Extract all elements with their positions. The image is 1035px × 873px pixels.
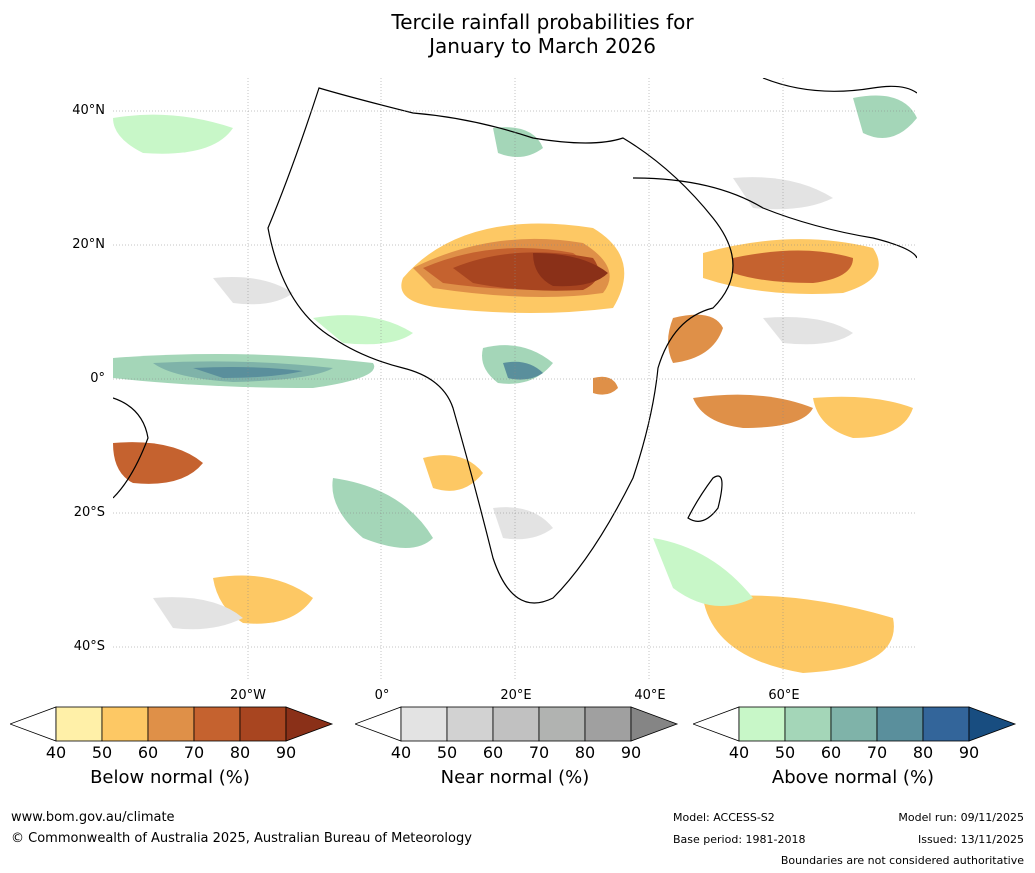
near-swatch-3 (492, 706, 540, 742)
lon-label-40e: 40°E (634, 688, 666, 703)
issued-date: Issued: 13/11/2025 (917, 833, 1024, 846)
above-tick-90: 90 (958, 743, 980, 762)
above-normal-caption: Above normal (%) (771, 767, 935, 788)
below-tick-50: 50 (91, 743, 113, 762)
near-normal-colorbar (355, 706, 679, 742)
above-swatch-3 (830, 706, 878, 742)
base-period: Base period: 1981-2018 (673, 833, 806, 846)
below-tick-60: 60 (137, 743, 159, 762)
above-swatch-1 (738, 706, 786, 742)
lat-label-40n: 40°N (72, 103, 105, 118)
lat-label-40s: 40°S (73, 639, 105, 654)
lon-label-20e: 20°E (500, 688, 532, 703)
lon-label-0: 0° (374, 688, 390, 703)
title-line-2: January to March 2026 (429, 34, 656, 58)
near-tick-70: 70 (528, 743, 550, 762)
below-tick-70: 70 (183, 743, 205, 762)
near-swatch-5 (584, 706, 632, 742)
below-swatch-6 (285, 706, 334, 742)
title-line-1: Tercile rainfall probabilities for (391, 10, 694, 34)
lat-label-20s: 20°S (73, 505, 105, 520)
lon-label-20w: 20°W (230, 688, 266, 703)
above-tick-50: 50 (774, 743, 796, 762)
near-swatch-2 (446, 706, 494, 742)
below-normal-colorbar (10, 706, 334, 742)
above-normal-areas (113, 95, 917, 606)
near-swatch-4 (538, 706, 586, 742)
below-swatch-4 (193, 706, 241, 742)
lon-label-60e: 60°E (768, 688, 800, 703)
model-run: Model run: 09/11/2025 (898, 811, 1024, 824)
near-tick-50: 50 (436, 743, 458, 762)
website-link[interactable]: www.bom.gov.au/climate (11, 810, 175, 825)
below-tick-90: 90 (275, 743, 297, 762)
near-normal-caption: Near normal (%) (440, 767, 590, 788)
above-tick-40: 40 (728, 743, 750, 762)
below-swatch-1 (55, 706, 103, 742)
near-tick-80: 80 (574, 743, 596, 762)
above-swatch-4 (876, 706, 924, 742)
above-tick-80: 80 (912, 743, 934, 762)
below-swatch-5 (239, 706, 287, 742)
near-tick-40: 40 (390, 743, 412, 762)
near-swatch-6 (630, 706, 679, 742)
above-tick-70: 70 (866, 743, 888, 762)
model-name: Model: ACCESS-S2 (673, 811, 775, 824)
below-normal-areas (113, 223, 913, 673)
near-tick-90: 90 (620, 743, 642, 762)
lat-label-0: 0° (90, 371, 105, 386)
lat-label-20n: 20°N (72, 237, 105, 252)
rainfall-map (113, 78, 917, 681)
below-normal-caption: Below normal (%) (90, 767, 250, 788)
chart-title: Tercile rainfall probabilities for Janua… (0, 10, 1035, 58)
below-tick-40: 40 (45, 743, 67, 762)
near-tick-60: 60 (482, 743, 504, 762)
below-swatch-2 (101, 706, 149, 742)
above-swatch-6 (968, 706, 1017, 742)
copyright-notice: © Commonwealth of Australia 2025, Austra… (11, 831, 472, 846)
gridlines (113, 78, 917, 681)
above-tick-60: 60 (820, 743, 842, 762)
above-normal-colorbar (693, 706, 1017, 742)
below-swatch-3 (147, 706, 195, 742)
near-normal-areas (153, 177, 853, 630)
above-swatch-2 (784, 706, 832, 742)
boundaries-disclaimer: Boundaries are not considered authoritat… (780, 854, 1024, 867)
near-swatch-1 (400, 706, 448, 742)
below-tick-80: 80 (229, 743, 251, 762)
above-swatch-5 (922, 706, 970, 742)
